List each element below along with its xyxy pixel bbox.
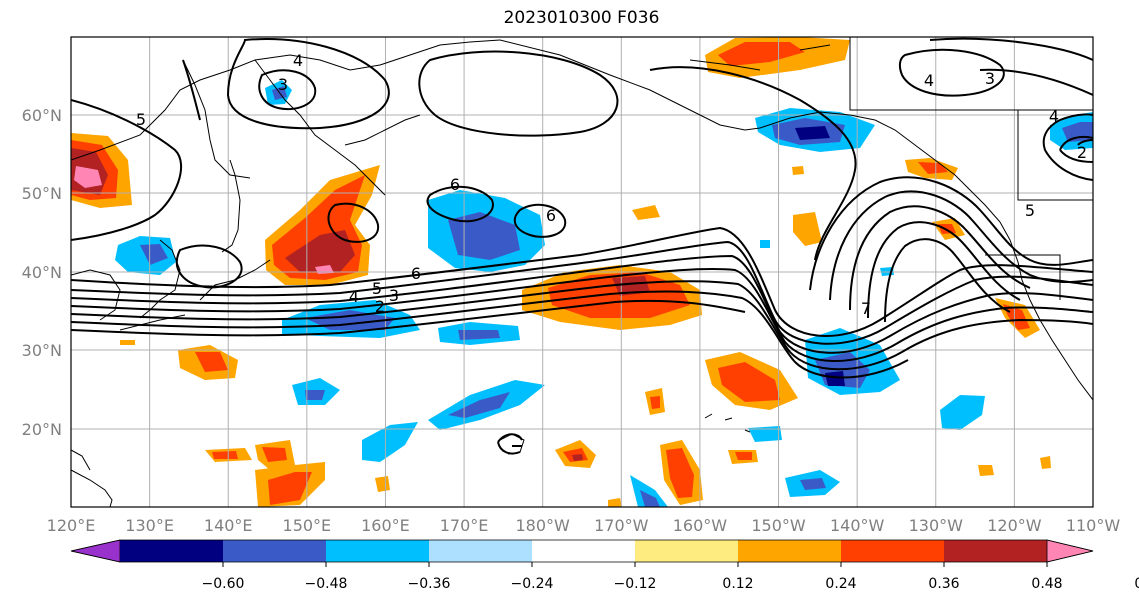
colorbar-tick-label: 0.36: [928, 576, 959, 592]
contour-label: 5: [136, 110, 146, 129]
contour-label: 4: [349, 287, 359, 306]
colorbar-segment: [223, 540, 327, 562]
map-graticule: [71, 37, 1093, 507]
colorbar-tick-label: −0.12: [614, 576, 657, 592]
longitude-label: 120°E: [47, 516, 96, 535]
colorbar-tick-label: 0.60: [1134, 576, 1139, 592]
colorbar-segment: [532, 540, 636, 562]
longitude-label: 160°E: [361, 516, 410, 535]
latitude-label: 30°N: [22, 341, 62, 360]
colorbar-outline: [70, 539, 1094, 563]
contour-label: 6: [546, 206, 556, 225]
colorbar: −0.60 −0.48 −0.36 −0.24 −0.12 0.12 0.24 0.36 0.4…: [70, 539, 1139, 592]
map-title: 2023010300 F036: [503, 8, 660, 28]
contour-label: 5: [372, 279, 382, 298]
longitude-label: 130°W: [909, 516, 964, 535]
colorbar-tick-label: −0.24: [511, 576, 554, 592]
colorbar-tick-label: −0.60: [202, 576, 245, 592]
longitude-label: 160°W: [673, 516, 728, 535]
colorbar-segment: [326, 540, 430, 562]
contour-label: 2: [1077, 143, 1087, 162]
longitude-label: 170°W: [594, 516, 649, 535]
map-frame: [70, 36, 1094, 508]
contour-label: 3: [278, 75, 288, 94]
colorbar-segment: [120, 540, 224, 562]
colorbar-segment: [635, 540, 739, 562]
contour-label: 4: [924, 71, 934, 90]
colorbar-tick-label: 0.24: [825, 576, 856, 592]
latitude-label: 60°N: [22, 106, 62, 125]
longitude-label: 150°E: [283, 516, 332, 535]
contour-label: 4: [293, 51, 303, 70]
colorbar-tick-label: 0.12: [722, 576, 753, 592]
colorbar-tick-label: −0.36: [408, 576, 451, 592]
coastlines: [71, 37, 1093, 507]
latitude-labels: 60°N 50°N 40°N 30°N 20°N: [22, 106, 62, 439]
colorbar-segment: [429, 540, 533, 562]
longitude-label: 170°E: [440, 516, 489, 535]
latitude-label: 40°N: [22, 263, 62, 282]
longitude-label: 120°W: [987, 516, 1042, 535]
height-contours: [71, 37, 1093, 455]
longitude-labels: 120°E 130°E 140°E 150°E 160°E 170°E 180°W 170°W…: [47, 516, 1121, 535]
colorbar-extend-low: [70, 539, 121, 563]
longitude-label: 110°W: [1066, 516, 1121, 535]
longitude-label: 130°E: [125, 516, 174, 535]
contour-label: 7: [861, 299, 871, 318]
colorbar-extend-high: [1046, 539, 1094, 563]
contour-label: 3: [985, 69, 995, 88]
contour-label: 6: [411, 264, 421, 283]
contour-label: 3: [389, 286, 399, 305]
latitude-label: 50°N: [22, 184, 62, 203]
longitude-label: 140°W: [830, 516, 885, 535]
colorbar-tick-label: −0.48: [305, 576, 348, 592]
longitude-label: 150°W: [751, 516, 806, 535]
latitude-label: 20°N: [22, 420, 62, 439]
longitude-label: 140°E: [204, 516, 253, 535]
contour-label: 2: [375, 297, 385, 316]
contour-label: 5: [1025, 201, 1035, 220]
colorbar-segment: [944, 540, 1048, 562]
longitude-label: 180°W: [516, 516, 571, 535]
colorbar-segment: [738, 540, 842, 562]
contour-label: 6: [450, 175, 460, 194]
colorbar-tick-label: 0.48: [1031, 576, 1062, 592]
colorbar-segment: [841, 540, 945, 562]
contour-label: 4: [1049, 107, 1059, 126]
